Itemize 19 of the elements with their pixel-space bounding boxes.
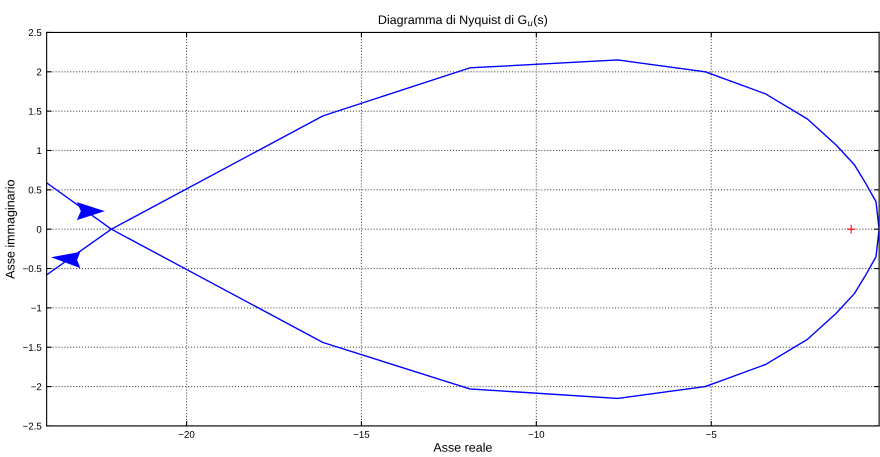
x-tick-label: −5 [706, 431, 716, 438]
y-tick-label: 1.5 [29, 108, 42, 115]
x-axis-title: Asse reale [433, 442, 492, 452]
line-series [46, 59, 880, 400]
y-tick-label: −2 [31, 383, 42, 390]
y-tick-label: −0.5 [23, 265, 42, 272]
y-tick-label: 2.5 [28, 29, 42, 36]
chart-title: Diagramma di Nyquist di G$_{u}$(s) [378, 14, 548, 27]
y-tick-label: 1 [37, 147, 42, 154]
y-tick-label: −1 [31, 304, 42, 312]
y-axis-title: Asse immaginario [5, 180, 18, 279]
y-tick-label: 0.5 [28, 186, 42, 194]
y-tick-label: 0 [36, 226, 42, 233]
x-tick-label: −20 [178, 431, 194, 438]
x-tick-label: −15 [354, 431, 370, 438]
x-tick-label: −10 [528, 431, 544, 438]
y-tick-label: 2 [36, 68, 42, 76]
y-tick-label: −2.5 [23, 422, 42, 430]
y-tick-label: −1.5 [23, 344, 42, 351]
